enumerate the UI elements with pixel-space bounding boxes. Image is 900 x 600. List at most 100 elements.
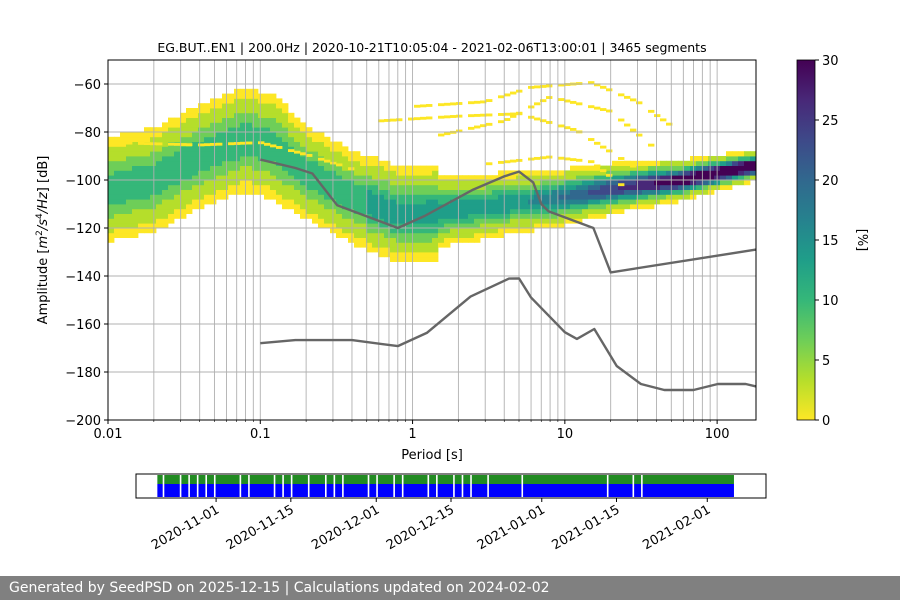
heatmap-cell	[564, 170, 571, 176]
heatmap-cell	[216, 189, 223, 195]
heatmap-cell	[480, 218, 487, 224]
heatmap-cell	[396, 232, 403, 238]
heatmap-cell	[414, 223, 421, 229]
heatmap-cell	[576, 189, 583, 195]
heatmap-cell	[510, 218, 517, 224]
heatmap-cell	[216, 136, 223, 142]
heatmap-cell	[264, 98, 271, 104]
heatmap-cell	[678, 194, 685, 200]
heatmap-cell	[276, 156, 283, 162]
heatmap-cell	[396, 256, 403, 262]
heatmap-cell	[504, 170, 511, 176]
heatmap-cell	[360, 175, 367, 181]
timeline-gap	[470, 475, 472, 497]
heatmap-sparse-cell	[618, 118, 625, 122]
heatmap-cell	[654, 194, 661, 200]
heatmap-cell	[558, 180, 565, 186]
heatmap-cell	[522, 228, 529, 234]
heatmap-cell	[228, 151, 235, 157]
heatmap-cell	[174, 151, 181, 157]
y-tick-label: −160	[65, 318, 101, 333]
timeline-gap	[393, 475, 395, 497]
y-tick-label: −200	[65, 414, 101, 429]
heatmap-sparse-cell	[258, 141, 265, 145]
heatmap-cell	[378, 160, 385, 166]
timeline-gap	[427, 475, 430, 497]
heatmap-cell	[552, 213, 559, 219]
heatmap-sparse-cell	[486, 113, 493, 117]
heatmap-cell	[462, 208, 469, 214]
heatmap-cell	[438, 218, 445, 224]
heatmap-cell	[318, 160, 325, 166]
heatmap-cell	[462, 223, 469, 229]
heatmap-cell	[378, 175, 385, 181]
heatmap-cell	[246, 151, 253, 157]
heatmap-cell	[492, 213, 499, 219]
heatmap-cell	[588, 184, 595, 190]
heatmap-cell	[708, 184, 715, 190]
heatmap-cell	[420, 223, 427, 229]
heatmap-cell	[132, 160, 139, 166]
heatmap-cell	[234, 184, 241, 190]
heatmap-cell	[252, 103, 259, 109]
heatmap-cell	[192, 136, 199, 142]
heatmap-cell	[168, 160, 175, 166]
heatmap-cell	[270, 189, 277, 195]
heatmap-cell	[234, 122, 241, 128]
heatmap-sparse-cell	[468, 101, 475, 105]
heatmap-cell	[654, 165, 661, 171]
heatmap-cell	[156, 170, 163, 176]
heatmap-cell	[612, 175, 619, 181]
heatmap-cell	[630, 165, 637, 171]
heatmap-cell	[276, 146, 283, 152]
heatmap-cell	[438, 199, 445, 205]
heatmap-cell	[252, 170, 259, 176]
heatmap-cell	[138, 156, 145, 162]
heatmap-sparse-cell	[558, 98, 565, 101]
heatmap-cell	[228, 156, 235, 162]
heatmap-cell	[210, 98, 217, 104]
heatmap-cell	[612, 184, 619, 190]
heatmap-cell	[114, 156, 121, 162]
x-tick-label: 10	[557, 427, 574, 442]
heatmap-cell	[258, 175, 265, 181]
heatmap-cell	[654, 184, 661, 190]
heatmap-cell	[270, 93, 277, 99]
heatmap-cell	[312, 184, 319, 190]
heatmap-cell	[144, 218, 151, 224]
heatmap-cell	[264, 175, 271, 181]
heatmap-cell	[750, 170, 757, 176]
heatmap-sparse-cell	[438, 133, 445, 137]
heatmap-cell	[342, 165, 349, 171]
heatmap-cell	[588, 213, 595, 219]
heatmap-cell	[564, 189, 571, 195]
timeline-gap	[632, 475, 635, 497]
heatmap-sparse-cell	[294, 150, 301, 154]
heatmap-cell	[546, 204, 553, 210]
heatmap-cell	[276, 127, 283, 133]
heatmap-cell	[294, 208, 301, 214]
heatmap-sparse-cell	[420, 104, 427, 108]
colorbar-tick-label: 15	[822, 234, 839, 249]
heatmap-cell	[306, 165, 313, 171]
heatmap-cell	[144, 127, 151, 133]
heatmap-cell	[108, 146, 115, 152]
heatmap-cell	[282, 132, 289, 138]
heatmap-cell	[432, 175, 439, 181]
heatmap-cell	[360, 184, 367, 190]
heatmap-sparse-cell	[240, 141, 247, 145]
heatmap-cell	[210, 189, 217, 195]
heatmap-cell	[666, 160, 673, 166]
heatmap-cell	[126, 213, 133, 219]
heatmap-cell	[306, 127, 313, 133]
heatmap-cell	[648, 165, 655, 171]
heatmap-cell	[222, 189, 229, 195]
heatmap-cell	[210, 170, 217, 176]
heatmap-cell	[132, 165, 139, 171]
heatmap-cell	[420, 175, 427, 181]
heatmap-cell	[624, 165, 631, 171]
heatmap-cell	[450, 194, 457, 200]
heatmap-cell	[120, 208, 127, 214]
heatmap-cell	[162, 146, 169, 152]
heatmap-cell	[336, 146, 343, 152]
